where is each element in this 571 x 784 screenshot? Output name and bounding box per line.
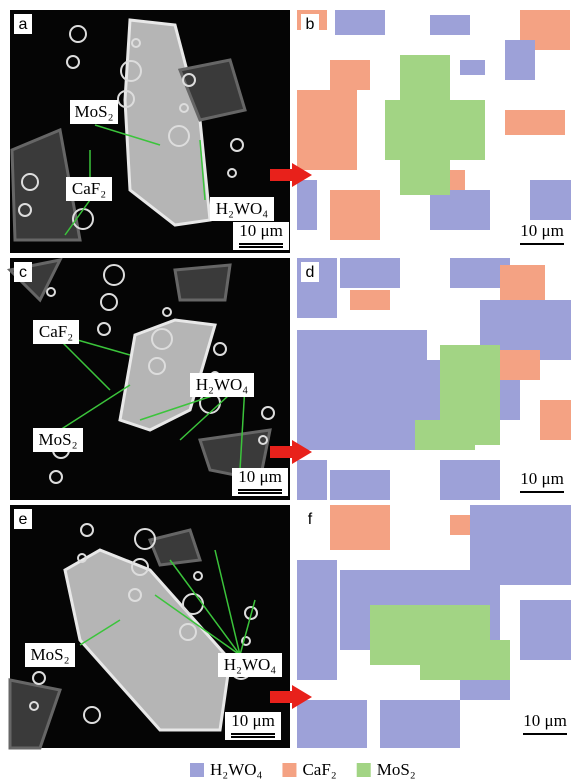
panel-letter: f [308,511,313,528]
phase-region [540,400,571,440]
scale-label: 10 μm [523,711,567,730]
phase-label: CaF₂ [72,179,106,198]
phase-region [415,420,475,450]
phase-region [297,180,317,230]
phase-region [330,505,390,550]
phase-region [297,90,357,170]
phase-region [335,10,385,35]
phase-label: H₂WO₄ [224,655,277,674]
panel-letter: a [19,16,28,33]
phase-region [430,190,490,230]
scale-label: 10 μm [520,469,564,488]
panel-letter: d [306,264,315,281]
legend-label: MoS₂ [377,760,416,779]
phase-region [297,460,327,500]
legend-label: H₂WO₄ [210,760,263,779]
phase-label: MoS₂ [31,645,70,664]
scale-label: 10 μm [520,221,564,240]
phase-label: MoS₂ [39,430,78,449]
legend-swatch [357,763,371,777]
legend-swatch [190,763,204,777]
figure: MoS₂ CaF₂ H₂WO₄ CaF₂ H₂WO₄ MoS₂ MoS₂ H₂WO₄ a 10 μ… [0,0,571,784]
phase-label: H₂WO₄ [196,375,249,394]
phase-region [340,258,400,288]
scale-label: 10 μm [239,221,283,240]
phase-region [330,190,380,240]
phase-region [330,470,390,500]
phase-region [385,100,485,160]
phase-region [460,60,485,75]
phase-region [380,700,460,748]
panel-letter: c [19,264,27,281]
phase-region [430,15,470,35]
phase-region [350,290,390,310]
legend-swatch [282,763,296,777]
panel-letter: e [19,511,28,528]
scale-label: 10 μm [238,467,282,486]
page: {"panels":[ {"letter":"a","labels":["MoS… [0,0,571,784]
phase-label: CaF₂ [39,322,73,341]
phase-region [330,60,370,90]
phase-region [440,460,500,500]
phase-region [520,600,571,660]
phase-region [530,180,571,220]
legend-label: CaF₂ [302,760,336,779]
phase-region [297,330,427,450]
phase-region [297,560,337,680]
particle [175,265,230,300]
phase-region [505,110,565,135]
phase-region [297,700,367,748]
phase-region [505,40,535,80]
panel-letter: b [306,16,315,33]
scale-label: 10 μm [231,711,275,730]
phase-region [420,640,510,680]
phase-label: H₂WO₄ [216,199,269,218]
phase-label: MoS₂ [75,102,114,121]
phase-region [470,505,571,585]
